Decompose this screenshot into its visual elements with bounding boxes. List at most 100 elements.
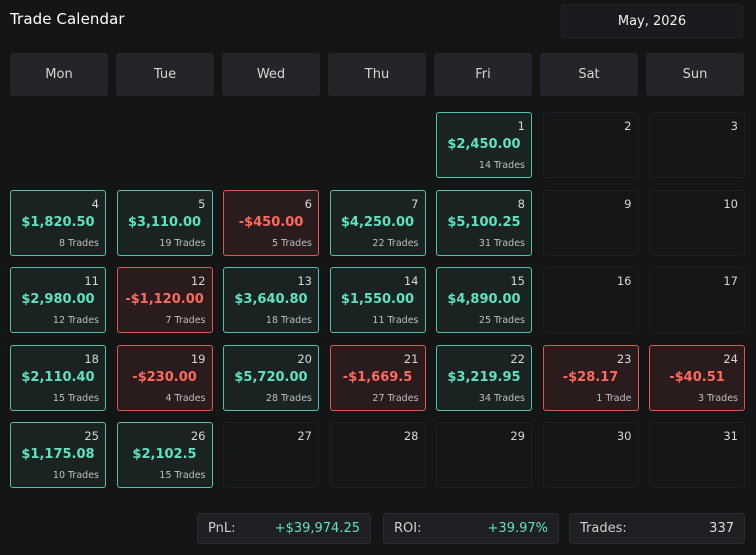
- calendar-day-cell[interactable]: 8 $5,100.25 31 Trades: [436, 189, 532, 256]
- pnl-summary-label: PnL:: [208, 521, 236, 536]
- day-pnl: -$450.00: [238, 214, 304, 230]
- day-number: 8: [517, 196, 525, 211]
- day-pnl: $4,250.00: [340, 214, 415, 230]
- calendar-day-cell[interactable]: 19 -$230.00 4 Trades: [116, 344, 213, 411]
- calendar-day-cell[interactable]: 30: [542, 422, 639, 488]
- day-number: 20: [297, 351, 312, 366]
- weekday-thu: Thu: [328, 53, 426, 96]
- calendar-blank-cell: [117, 112, 213, 178]
- trades-summary: Trades: 337: [569, 513, 745, 544]
- roi-summary-value: +39.97%: [487, 521, 548, 536]
- day-number: 4: [91, 196, 99, 211]
- calendar-day-cell[interactable]: 1 $2,450.00 14 Trades: [436, 112, 532, 178]
- calendar-day-cell[interactable]: 23 -$28.17 1 Trade: [542, 344, 639, 411]
- day-number: 12: [190, 274, 206, 288]
- day-trade-count: 15 Trades: [52, 392, 99, 404]
- calendar-blank-cell: [330, 112, 426, 178]
- calendar-day-cell[interactable]: 3: [649, 112, 745, 178]
- calendar-day-cell[interactable]: 11 $2,980.00 12 Trades: [10, 267, 106, 333]
- roi-summary: ROI: +39.97%: [383, 513, 559, 544]
- day-number: 9: [624, 196, 632, 211]
- day-number: 17: [723, 274, 738, 288]
- day-number: 18: [84, 351, 99, 366]
- day-number: 6: [304, 196, 312, 211]
- calendar-day-cell[interactable]: 29: [436, 422, 532, 488]
- day-trade-count: 7 Trades: [165, 315, 206, 326]
- day-trade-count: 3 Trades: [697, 392, 738, 404]
- day-trade-count: 14 Trades: [478, 160, 525, 171]
- calendar-day-cell[interactable]: 5 $3,110.00 19 Trades: [116, 189, 213, 256]
- calendar-day-cell[interactable]: 18 $2,110.40 15 Trades: [10, 344, 106, 411]
- day-pnl: $2,102.5: [132, 447, 197, 462]
- calendar-day-cell[interactable]: 7 $4,250.00 22 Trades: [329, 189, 426, 256]
- day-trade-count: 5 Trades: [271, 237, 312, 249]
- day-pnl: -$28.17: [562, 369, 619, 385]
- calendar-day-cell[interactable]: 4 $1,820.50 8 Trades: [10, 189, 106, 256]
- day-trade-count: 8 Trades: [58, 237, 99, 249]
- weekday-wed: Wed: [222, 53, 320, 96]
- day-pnl: -$40.51: [669, 369, 725, 385]
- weekday-sat: Sat: [540, 53, 638, 96]
- calendar-blank-cell: [223, 112, 319, 178]
- pnl-summary: PnL: +$39,974.25: [197, 513, 371, 544]
- day-number: 7: [411, 196, 419, 211]
- day-number: 21: [403, 351, 419, 366]
- month-selector[interactable]: May, 2026: [561, 4, 743, 38]
- weekday-mon: Mon: [10, 53, 108, 96]
- pnl-summary-value: +$39,974.25: [274, 521, 360, 536]
- day-trade-count: 12 Trades: [52, 315, 99, 326]
- calendar-day-cell[interactable]: 31: [649, 422, 745, 488]
- weekday-sun: Sun: [646, 53, 744, 96]
- weekday-fri: Fri: [434, 53, 532, 96]
- day-pnl: $2,110.40: [21, 369, 95, 385]
- day-pnl: $5,720.00: [234, 369, 308, 385]
- day-number: 11: [84, 274, 99, 288]
- day-trade-count: 10 Trades: [52, 470, 99, 481]
- calendar-day-cell[interactable]: 17: [649, 267, 745, 333]
- day-number: 22: [510, 351, 525, 366]
- calendar-day-cell[interactable]: 24 -$40.51 3 Trades: [649, 344, 745, 411]
- day-pnl: $1,550.00: [340, 292, 415, 307]
- trades-summary-label: Trades:: [580, 521, 627, 536]
- calendar-day-cell[interactable]: 13 $3,640.80 18 Trades: [223, 267, 319, 333]
- calendar-day-cell[interactable]: 26 $2,102.5 15 Trades: [116, 422, 213, 488]
- day-number: 5: [198, 196, 206, 211]
- day-number: 31: [723, 429, 738, 443]
- day-number: 30: [616, 429, 632, 443]
- calendar-day-cell[interactable]: 21 -$1,669.5 27 Trades: [329, 344, 426, 411]
- day-pnl: $3,110.00: [127, 214, 202, 230]
- day-number: 25: [84, 429, 99, 443]
- calendar-day-cell[interactable]: 22 $3,219.95 34 Trades: [436, 344, 532, 411]
- day-pnl: -$1,669.5: [342, 369, 413, 385]
- calendar-day-cell[interactable]: 9: [542, 189, 639, 256]
- calendar-day-cell[interactable]: 15 $4,890.00 25 Trades: [436, 267, 532, 333]
- day-pnl: -$230.00: [132, 369, 197, 385]
- calendar-day-cell[interactable]: 14 $1,550.00 11 Trades: [329, 267, 426, 333]
- day-pnl: $4,890.00: [447, 292, 521, 307]
- day-number: 15: [510, 274, 525, 288]
- calendar-day-cell[interactable]: 12 -$1,120.00 7 Trades: [116, 267, 213, 333]
- day-pnl: $1,175.08: [21, 447, 95, 462]
- day-trade-count: 22 Trades: [372, 237, 419, 249]
- day-pnl: $3,640.80: [234, 292, 308, 307]
- day-number: 1: [517, 119, 525, 133]
- day-number: 24: [723, 351, 738, 366]
- day-trade-count: 25 Trades: [478, 315, 525, 326]
- page-title: Trade Calendar: [10, 10, 125, 28]
- calendar-day-cell[interactable]: 10: [649, 189, 745, 256]
- calendar-day-cell[interactable]: 2: [542, 112, 639, 178]
- calendar-day-cell[interactable]: 16: [542, 267, 639, 333]
- day-pnl: $2,980.00: [21, 292, 95, 307]
- day-number: 23: [616, 351, 632, 366]
- calendar-day-cell[interactable]: 25 $1,175.08 10 Trades: [10, 422, 106, 488]
- day-number: 16: [616, 274, 632, 288]
- day-number: 10: [723, 196, 738, 211]
- calendar-day-cell[interactable]: 6 -$450.00 5 Trades: [223, 189, 319, 256]
- calendar-day-cell[interactable]: 27: [223, 422, 319, 488]
- day-number: 2: [624, 119, 632, 133]
- day-number: 27: [297, 429, 312, 443]
- day-pnl: $3,219.95: [447, 369, 521, 385]
- day-trade-count: 19 Trades: [159, 237, 206, 249]
- calendar-day-cell[interactable]: 28: [329, 422, 426, 488]
- calendar-day-cell[interactable]: 20 $5,720.00 28 Trades: [223, 344, 319, 411]
